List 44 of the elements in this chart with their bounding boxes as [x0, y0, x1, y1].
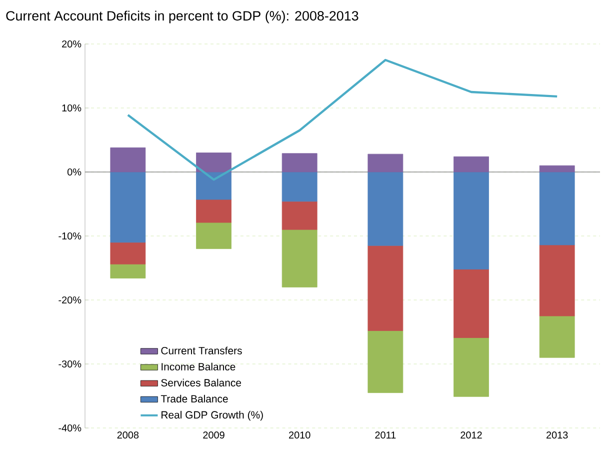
- bar: [196, 152, 232, 172]
- y-tick-label: -30%: [58, 360, 82, 368]
- x-tick-label: 2008: [117, 432, 139, 439]
- bar: [454, 156, 489, 172]
- bar: [454, 269, 489, 338]
- bar: [282, 201, 318, 230]
- y-tick-label: -20%: [58, 296, 82, 304]
- bar: [110, 242, 146, 264]
- y-tick-label: 10%: [62, 104, 82, 112]
- y-tick-label: -40%: [58, 424, 82, 432]
- bar: [539, 316, 575, 358]
- x-tick-label: 2010: [289, 432, 310, 439]
- bar: [368, 172, 404, 246]
- x-tick-label: 2011: [375, 432, 396, 439]
- y-tick-label: -10%: [58, 232, 82, 240]
- bar: [454, 338, 489, 397]
- bar: [539, 165, 575, 172]
- bar: [110, 172, 146, 243]
- bar: [196, 222, 232, 249]
- chart-title: Current Account Deficits in percent to GDP (%): 2008-2013: [6, 10, 358, 24]
- x-tick-label: 2012: [460, 432, 482, 439]
- bar: [368, 154, 404, 172]
- bar: [282, 172, 318, 202]
- bar: [454, 172, 489, 270]
- x-tick-label: 2013: [546, 432, 568, 439]
- bar: [282, 153, 318, 172]
- bar: [196, 199, 232, 223]
- legend-label: Income Balance: [162, 362, 236, 370]
- legend-label: Services Balance: [161, 378, 242, 386]
- legend-label: Current Transfers: [161, 346, 242, 354]
- bar: [368, 245, 404, 331]
- bar: [110, 147, 146, 172]
- bar: [368, 330, 404, 393]
- bar: [539, 244, 575, 316]
- y-tick-label: 20%: [62, 40, 82, 48]
- bar: [110, 264, 146, 278]
- bar: [539, 172, 575, 246]
- line-series: [126, 58, 558, 181]
- bar: [196, 172, 232, 200]
- legend-label: Trade Balance: [160, 394, 228, 403]
- legend-label: Real GDP Growth (%): [162, 410, 263, 421]
- x-tick-label: 2009: [203, 432, 224, 439]
- bar: [282, 229, 318, 288]
- y-tick-label: 0%: [67, 168, 82, 176]
